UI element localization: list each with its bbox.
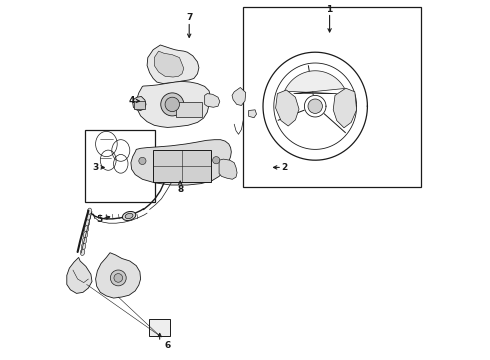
Bar	[134, 101, 145, 109]
Ellipse shape	[83, 231, 88, 238]
Polygon shape	[147, 45, 199, 84]
Polygon shape	[232, 87, 245, 105]
Ellipse shape	[86, 214, 91, 220]
Circle shape	[213, 157, 220, 164]
Ellipse shape	[81, 243, 86, 249]
Circle shape	[308, 99, 322, 113]
Text: 6: 6	[165, 341, 171, 350]
Polygon shape	[67, 257, 92, 293]
Polygon shape	[205, 94, 220, 107]
Ellipse shape	[80, 249, 85, 256]
Polygon shape	[219, 159, 237, 179]
Ellipse shape	[84, 226, 89, 232]
Ellipse shape	[85, 220, 90, 226]
Polygon shape	[133, 96, 146, 111]
Polygon shape	[284, 71, 344, 94]
Polygon shape	[248, 110, 257, 118]
Bar	[148, 319, 170, 336]
Bar	[243, 7, 421, 187]
Text: 5: 5	[96, 215, 102, 224]
Bar	[176, 102, 202, 117]
Circle shape	[139, 157, 146, 165]
Bar	[153, 150, 211, 182]
Text: 7: 7	[186, 13, 193, 22]
Polygon shape	[96, 253, 141, 298]
Polygon shape	[136, 81, 211, 127]
Text: 3: 3	[93, 163, 98, 172]
Text: 1: 1	[326, 4, 333, 13]
Circle shape	[161, 93, 184, 116]
Ellipse shape	[87, 208, 92, 215]
Text: 4: 4	[128, 96, 135, 105]
Ellipse shape	[122, 211, 136, 221]
Circle shape	[114, 274, 122, 282]
Polygon shape	[333, 88, 357, 128]
Circle shape	[165, 97, 179, 112]
Polygon shape	[131, 140, 231, 185]
Ellipse shape	[125, 213, 133, 219]
Polygon shape	[275, 90, 299, 126]
Text: 2: 2	[281, 163, 288, 172]
Polygon shape	[154, 51, 184, 77]
Ellipse shape	[82, 237, 87, 244]
Circle shape	[110, 270, 126, 286]
Text: 8: 8	[177, 184, 183, 194]
Bar	[85, 130, 155, 202]
